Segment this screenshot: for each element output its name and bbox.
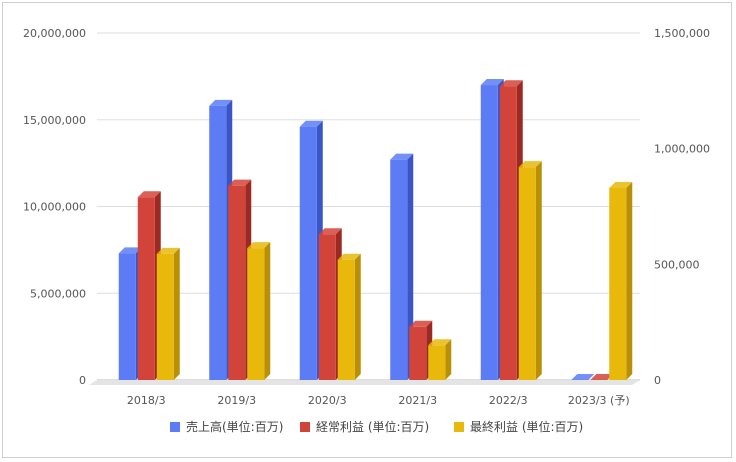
legend-swatch bbox=[300, 422, 310, 432]
bar-side bbox=[354, 253, 361, 380]
bar bbox=[480, 85, 498, 381]
x-axis-tick-label: 2022/3 bbox=[489, 394, 528, 407]
bar bbox=[609, 187, 627, 380]
bar-top bbox=[409, 320, 433, 327]
bar-side bbox=[264, 242, 271, 380]
bar-top bbox=[299, 120, 323, 127]
bar-top bbox=[337, 253, 361, 260]
bar-top bbox=[247, 242, 271, 249]
right-axis-tick-label: 0 bbox=[654, 374, 661, 387]
left-axis-tick-label: 15,000,000 bbox=[23, 114, 86, 127]
bar bbox=[299, 126, 317, 380]
legend-label: 売上高(単位:百万) bbox=[186, 419, 283, 434]
left-axis-tick-label: 10,000,000 bbox=[23, 201, 86, 214]
bar-side bbox=[626, 181, 633, 380]
x-axis-tick-label: 2019/3 bbox=[217, 394, 256, 407]
bar-top bbox=[390, 153, 414, 160]
x-axis-tick-label: 2023/3 (予) bbox=[568, 394, 630, 407]
bar bbox=[118, 253, 136, 380]
bar bbox=[390, 159, 408, 380]
bar-top bbox=[228, 179, 252, 186]
x-axis-tick-label: 2018/3 bbox=[127, 394, 166, 407]
bar-top bbox=[590, 374, 614, 380]
bar-top bbox=[118, 247, 142, 254]
right-axis-tick-label: 1,000,000 bbox=[654, 143, 710, 156]
bar-top bbox=[499, 80, 523, 87]
left-axis-tick-label: 0 bbox=[79, 374, 86, 387]
bar-top bbox=[609, 181, 633, 188]
bar bbox=[228, 185, 246, 380]
legend-label: 経常利益 (単位:百万) bbox=[316, 419, 429, 434]
bar-top bbox=[209, 99, 233, 106]
legend-label: 最終利益 (単位:百万) bbox=[470, 419, 583, 434]
left-axis-tick-label: 20,000,000 bbox=[23, 27, 86, 40]
legend-swatch bbox=[454, 422, 464, 432]
bar-side bbox=[445, 339, 452, 380]
right-axis-tick-label: 500,000 bbox=[654, 258, 700, 271]
bar-top bbox=[428, 339, 452, 346]
bar-top bbox=[480, 79, 504, 86]
bar bbox=[499, 86, 517, 380]
bar-side bbox=[535, 161, 542, 380]
bar bbox=[428, 345, 446, 380]
bar-side bbox=[407, 153, 414, 380]
bar-top bbox=[518, 161, 542, 168]
x-axis-tick-label: 2020/3 bbox=[308, 394, 347, 407]
chart-floor bbox=[89, 380, 640, 385]
bar bbox=[137, 197, 155, 380]
bar-top bbox=[137, 191, 161, 198]
bar bbox=[209, 105, 227, 381]
bar-top bbox=[571, 374, 595, 380]
bar-top bbox=[318, 228, 342, 235]
x-axis-tick-label: 2021/3 bbox=[398, 394, 437, 407]
bar bbox=[318, 234, 336, 380]
bar-top bbox=[156, 247, 180, 254]
bar bbox=[409, 326, 427, 380]
bar-side bbox=[173, 247, 180, 380]
bar bbox=[337, 259, 355, 380]
legend-swatch bbox=[170, 422, 180, 432]
bar bbox=[156, 253, 174, 380]
right-axis-tick-label: 1,500,000 bbox=[654, 27, 710, 40]
left-axis-tick-label: 5,000,000 bbox=[30, 287, 86, 300]
bar bbox=[518, 167, 536, 380]
bar bbox=[247, 248, 265, 380]
